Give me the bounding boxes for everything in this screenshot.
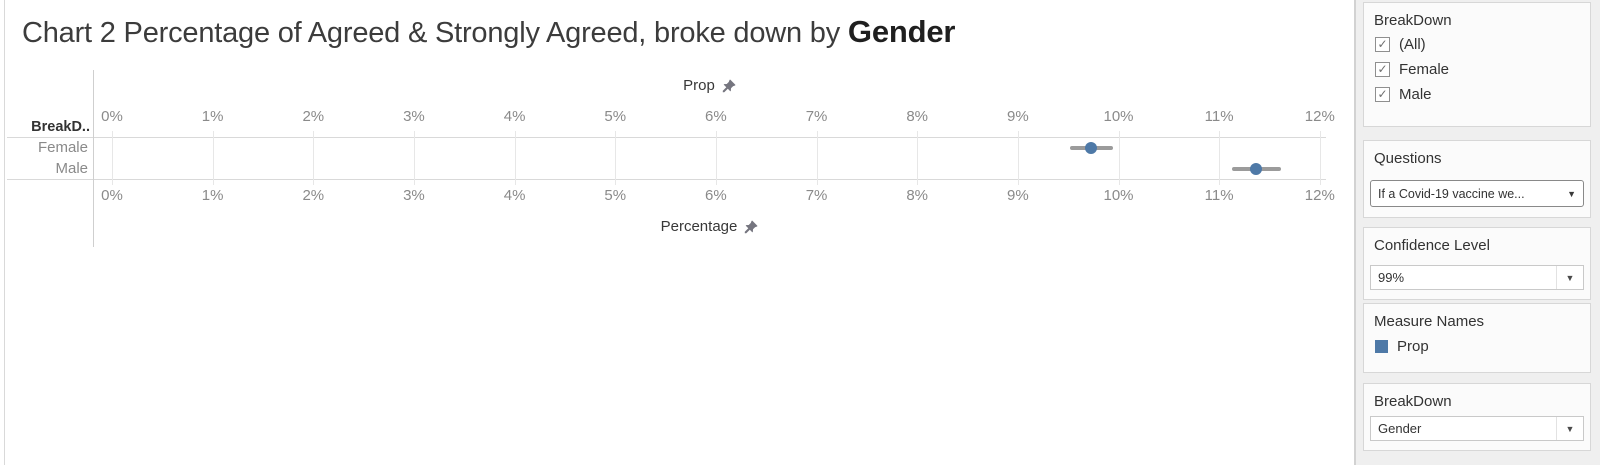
top-tick-label-0: 0% [101,108,123,125]
questions-dropdown-value: If a Covid-19 vaccine we... [1378,186,1525,201]
top-tick-label-3: 3% [403,108,425,125]
bottom-axis-title: Percentage [93,218,1326,235]
top-axis-ticks: 0% 1% 2% 3% 4% 5% 6% 7% 8% 9% 10% 11% 12% [93,108,1335,130]
breakdown-param-title: BreakDown [1374,393,1452,410]
breakdown-filter-card: BreakDown ✓ (All) ✓ Female ✓ Male [1363,2,1591,127]
gridline-6 [715,131,717,185]
gridline-2 [313,131,315,185]
breakdown-param-value: Gender [1378,421,1422,436]
questions-card: Questions If a Covid-19 vaccine we... ▼ [1363,140,1591,218]
plot-top-border [7,137,1326,138]
confidence-level-card: Confidence Level 99% ▼ [1363,227,1591,300]
data-point-male[interactable] [1250,162,1263,175]
top-tick-label-6: 6% [705,108,727,125]
top-axis-title-label: Prop [683,77,715,94]
pin-icon[interactable] [722,79,736,93]
top-tick-label-5: 5% [604,108,627,125]
breakdown-param-card: BreakDown Gender ▼ [1363,383,1591,451]
confidence-level-title: Confidence Level [1374,237,1490,254]
top-tick-label-4: 4% [503,108,526,125]
top-tick-label-2: 2% [302,108,325,125]
row-label-female: Female [37,139,88,156]
row-label-male: Male [55,160,88,177]
top-tick-label-7: 7% [805,108,828,125]
confidence-level-dropdown[interactable]: 99% ▼ [1370,265,1584,290]
gridline-5 [615,131,617,185]
bottom-axis-ticks: 0% 1% 2% 3% 4% 5% 6% 7% 8% 9% 10% 11% 12% [93,187,1335,209]
bottom-tick-label-8: 8% [906,187,929,204]
questions-title: Questions [1374,150,1442,167]
bottom-tick-label-5: 5% [604,187,627,204]
bottom-tick-label-7: 7% [805,187,828,204]
axis-vertical-line [93,70,94,247]
measure-names-title: Measure Names [1374,313,1485,330]
gridline-4 [514,131,516,185]
top-tick-label-10: 10% [1103,108,1134,125]
gridline-0 [112,131,113,185]
bottom-tick-label-6: 6% [705,187,727,204]
row-header-breakdown: BreakD.. [31,119,90,135]
bottom-tick-label-3: 3% [403,187,425,204]
chart-title: Chart 2 Percentage of Agreed & Strongly … [22,14,955,50]
plot-area [93,131,1326,185]
top-tick-label-9: 9% [1007,108,1029,125]
chart-title-text: Chart 2 Percentage of Agreed & Strongly … [22,17,848,49]
bottom-tick-label-0: 0% [101,187,123,204]
breakdown-filter-title: BreakDown [1374,12,1452,29]
checkbox-male[interactable]: ✓ [1375,87,1390,102]
gridline-12 [1319,131,1321,185]
gridline-10 [1118,131,1120,185]
pin-icon[interactable] [744,220,758,234]
top-tick-label-12: 12% [1304,108,1335,125]
bottom-tick-label-12: 12% [1304,187,1335,204]
gridline-8 [917,131,919,185]
confidence-level-value: 99% [1378,270,1405,285]
checkbox-label-male: Male [1399,86,1432,103]
bottom-tick-label-2: 2% [302,187,325,204]
plot-bottom-border [7,179,1326,180]
checkbox-row-male[interactable]: ✓ Male [1364,82,1590,107]
legend-swatch [1375,340,1388,353]
checkbox-all[interactable]: ✓ [1375,37,1390,52]
gridline-11 [1219,131,1221,185]
top-tick-label-11: 11% [1204,108,1234,125]
legend-item-prop[interactable]: Prop [1364,333,1590,355]
gridline-7 [816,131,818,185]
filter-panel: BreakDown ✓ (All) ✓ Female ✓ Male Questi… [1354,0,1600,465]
data-point-female[interactable] [1085,141,1098,154]
measure-names-card: Measure Names Prop [1363,303,1591,373]
bottom-tick-label-9: 9% [1007,187,1029,204]
bottom-tick-label-11: 11% [1204,187,1234,204]
checkbox-row-female[interactable]: ✓ Female [1364,57,1590,82]
gridline-1 [212,131,214,185]
checkbox-row-all[interactable]: ✓ (All) [1364,32,1590,57]
questions-dropdown[interactable]: If a Covid-19 vaccine we... ▼ [1370,180,1584,207]
top-tick-label-8: 8% [906,108,929,125]
bottom-tick-label-10: 10% [1103,187,1134,204]
page-left-border [4,0,5,465]
checkbox-label-all: (All) [1399,36,1426,53]
chevron-down-icon: ▼ [1556,417,1583,440]
bottom-tick-label-1: 1% [201,187,224,204]
top-axis-title: Prop [93,77,1326,94]
legend-label: Prop [1397,338,1429,355]
gridline-9 [1017,131,1019,185]
checkbox-label-female: Female [1399,61,1450,78]
checkbox-female[interactable]: ✓ [1375,62,1390,77]
bottom-tick-label-4: 4% [503,187,526,204]
breakdown-param-dropdown[interactable]: Gender ▼ [1370,416,1584,441]
chart-title-emphasis: Gender [847,14,956,49]
bottom-axis-title-label: Percentage [660,218,738,235]
gridline-3 [413,131,415,185]
chevron-down-icon: ▼ [1556,266,1583,289]
top-tick-label-1: 1% [201,108,224,125]
chevron-down-icon: ▼ [1567,188,1576,199]
